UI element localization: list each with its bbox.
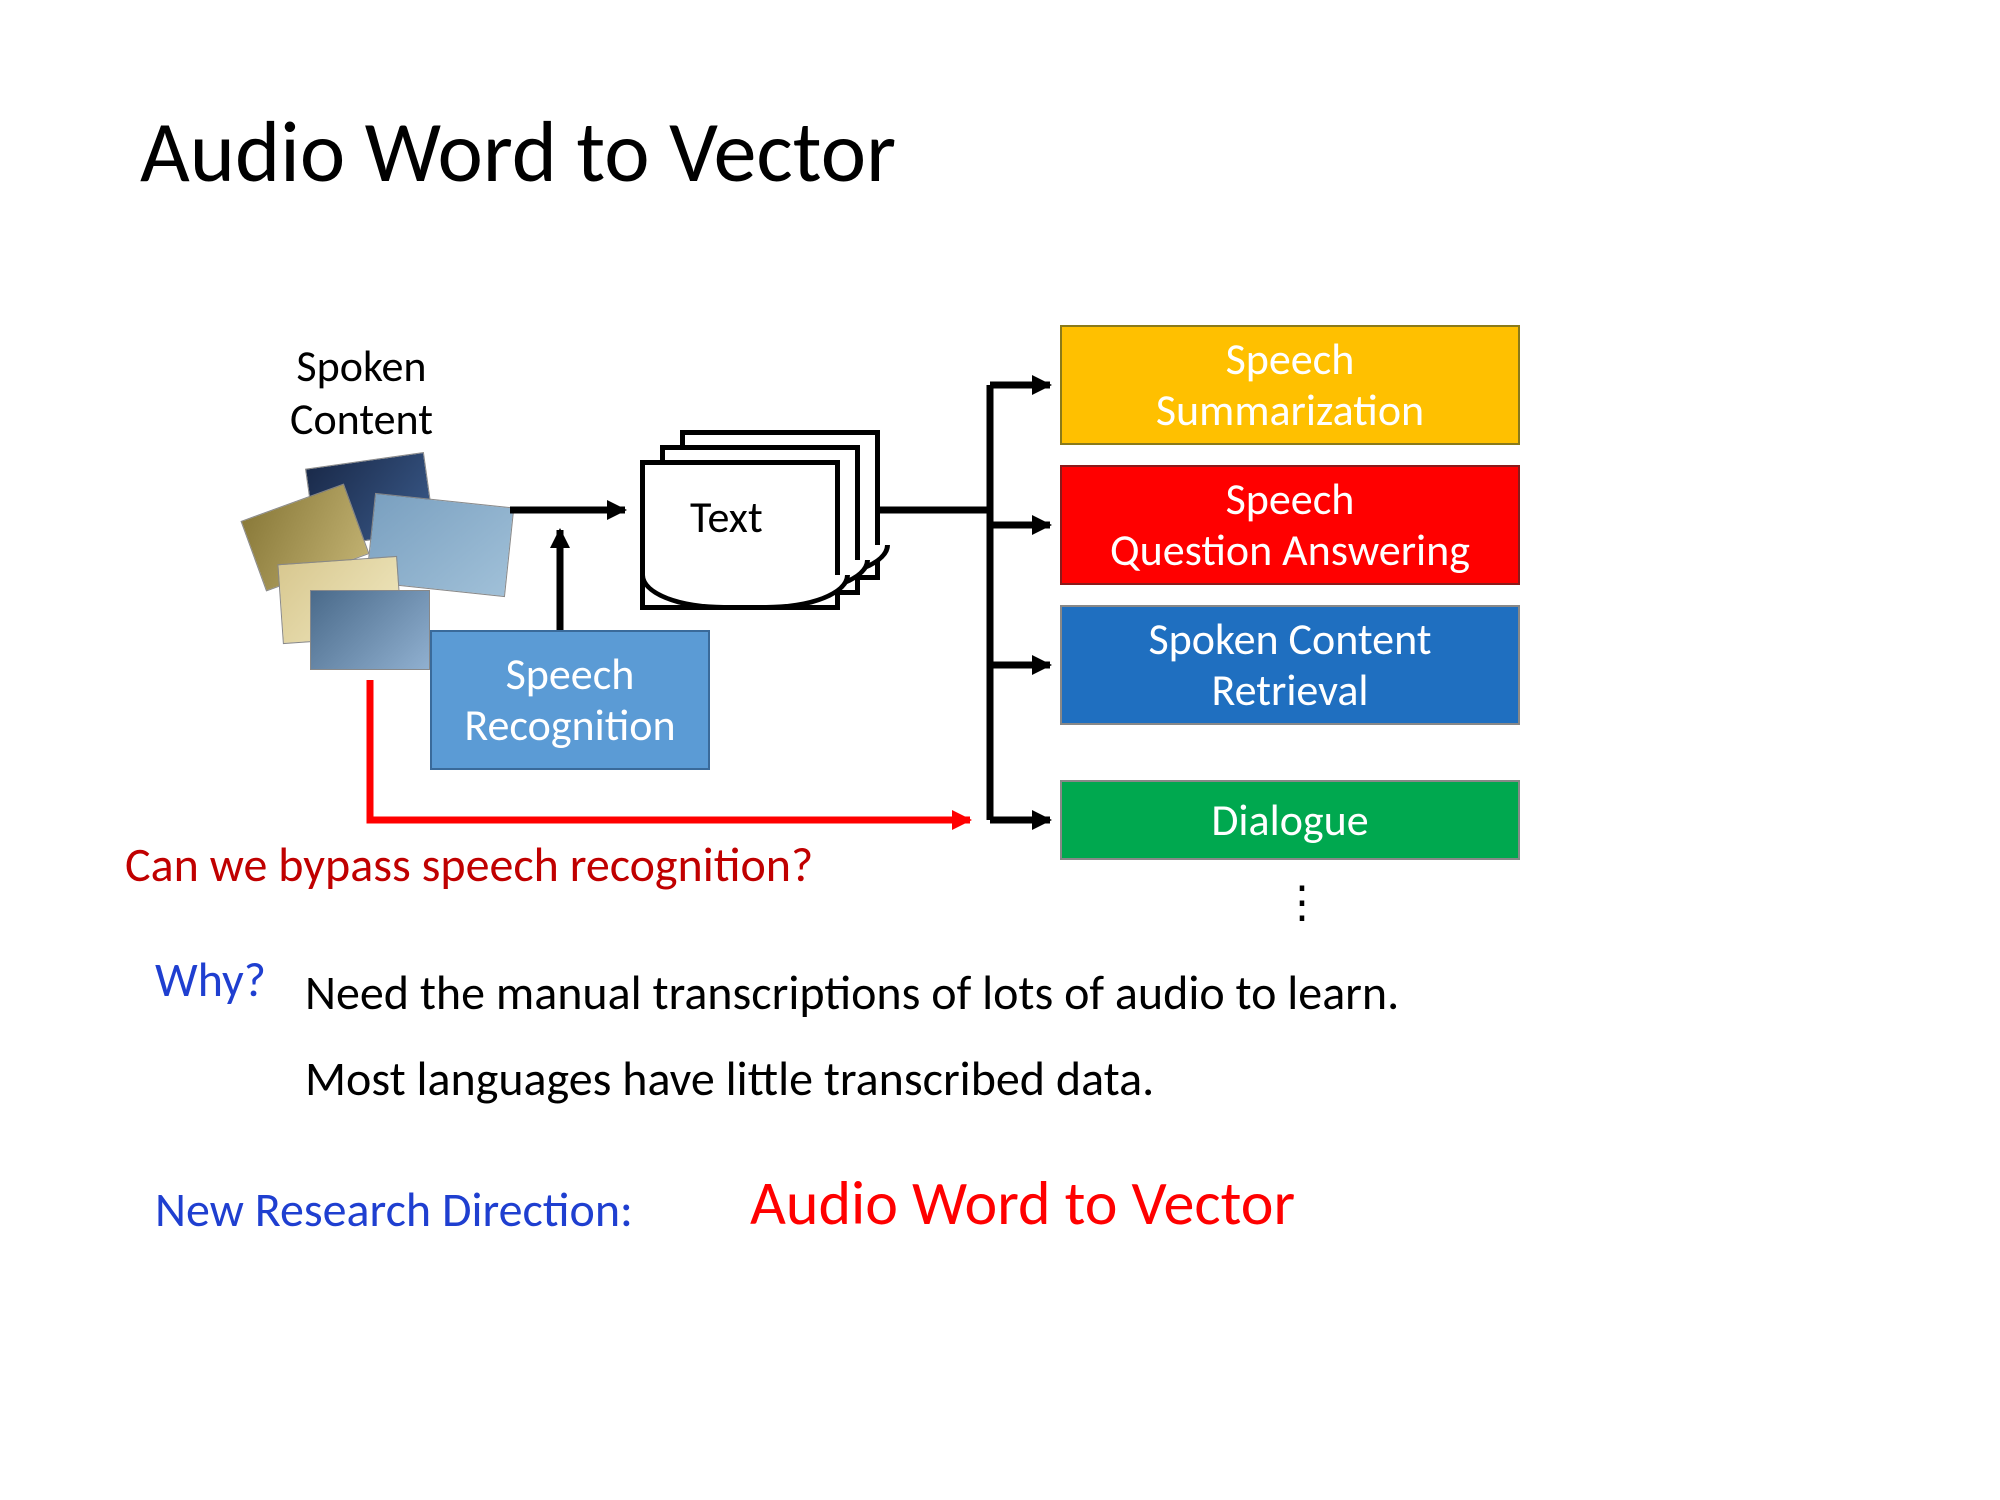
spoken-content-text: Spoken Content <box>290 339 433 446</box>
speech-recognition-label: Speech Recognition <box>464 649 675 750</box>
task-label: Speech Question Answering <box>1110 474 1470 575</box>
why-label: Why? <box>155 950 266 1009</box>
new-research-direction-label: New Research Direction: <box>155 1180 633 1239</box>
why-text: Need the manual transcriptions of lots o… <box>305 950 1399 1123</box>
collage-image <box>310 590 430 670</box>
slide: Audio Word to Vector Spoken Content Text… <box>0 0 2000 1500</box>
slide-title: Audio Word to Vector <box>140 100 896 205</box>
task-box-summarization: Speech Summarization <box>1060 325 1520 445</box>
why-text-line: Need the manual transcriptions of lots o… <box>305 950 1399 1036</box>
speech-recognition-box: Speech Recognition <box>430 630 710 770</box>
task-box-retrieval: Spoken Content Retrieval <box>1060 605 1520 725</box>
new-research-direction-value: Audio Word to Vector <box>750 1165 1295 1241</box>
text-label: Text <box>690 490 763 544</box>
task-box-dialogue: Dialogue <box>1060 780 1520 860</box>
arrows-layer <box>0 0 2000 1500</box>
task-label: Spoken Content Retrieval <box>1148 614 1431 715</box>
bypass-question: Can we bypass speech recognition? <box>125 835 813 894</box>
task-label: Speech Summarization <box>1156 334 1424 435</box>
task-label: Dialogue <box>1211 795 1368 846</box>
task-box-qa: Speech Question Answering <box>1060 465 1520 585</box>
why-text-line: Most languages have little transcribed d… <box>305 1036 1399 1122</box>
vertical-ellipsis-icon: ⋮ <box>1280 875 1326 929</box>
spoken-content-label: Spoken Content <box>290 340 433 446</box>
